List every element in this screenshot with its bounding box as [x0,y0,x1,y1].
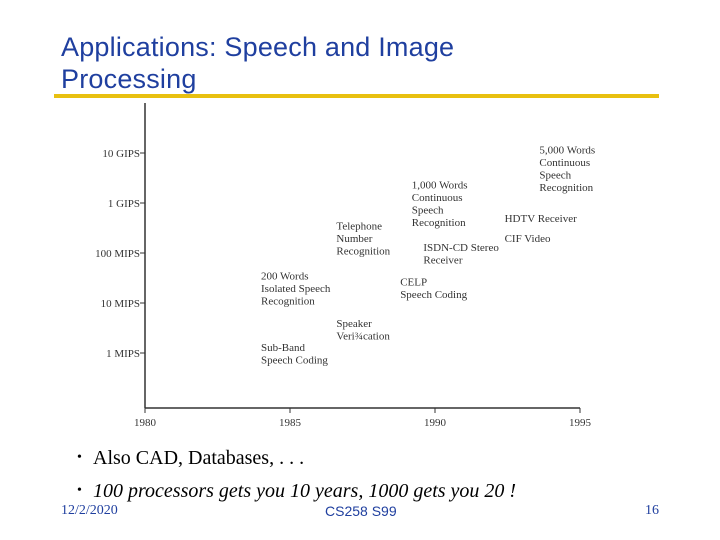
annotation-label: Sub-Band Speech Coding [261,342,328,367]
y-tick-label: 1 MIPS [106,348,140,360]
bullet-text-1: Also CAD, Databases, . . . [93,447,305,469]
annotation-line: CELP [400,277,427,289]
annotation-line: Receiver [423,254,462,266]
footer-page-number: 16 [645,503,659,518]
bullet-item-2: • 100 processors gets you 10 years, 1000 … [77,480,516,503]
annotation-line: Speech Coding [261,354,328,366]
y-tick-label: 100 MIPS [95,248,140,260]
annotation-label: 1,000 Words Continuous Speech Recognition [412,179,468,229]
bullet-item-1: • Also CAD, Databases, . . . [77,447,304,470]
annotation-line: ISDN-CD Stereo [423,242,499,254]
x-tick-label: 1990 [424,417,447,429]
x-tick-label: 1995 [569,417,592,429]
x-tick-label: 1980 [134,417,157,429]
y-tick-label: 10 GIPS [102,148,140,160]
annotation-line: 200 Words [261,270,309,282]
y-tick-label: 10 MIPS [101,298,140,310]
annotation-label: 200 Words Isolated Speech Recognition [261,270,331,307]
annotation-line: Veri¾cation [336,330,390,342]
annotation-label: Speaker Veri¾cation [336,318,390,343]
annotation-line: Speaker [336,318,372,330]
footer-course: CS258 S99 [325,503,397,519]
annotation-line: Sub-Band [261,342,306,354]
annotation-line: Recognition [261,295,315,307]
annotation-label: Telephone Number Recognition [336,220,390,257]
annotation-line: HDTV Receiver [505,213,578,225]
bullet-dot: • [77,483,82,498]
x-tick-label: 1985 [279,417,302,429]
bullet-text-2: 100 processors gets you 10 years, 1000 g… [93,480,517,502]
annotation-line: Recognition [412,217,466,229]
title-underline [54,94,659,98]
slide-title: Applications: Speech and Image Processin… [61,31,661,95]
annotation-line: Number [336,233,372,245]
annotation-line: CIF Video [505,233,551,245]
annotation-line: 1,000 Words [412,179,468,191]
annotation-line: Recognition [336,245,390,257]
annotation-line: Continuous [539,157,590,169]
annotation-line: Speech [539,169,571,181]
annotation-label: ISDN-CD Stereo Receiver [423,242,499,267]
slide-title-line-2: Processing [61,64,197,94]
annotation-label: 5,000 Words Continuous Speech Recognition [539,144,595,194]
annotation-line: Isolated Speech [261,283,331,295]
y-tick-label: 1 GIPS [108,198,140,210]
bullet-dot: • [77,450,82,465]
footer-date: 12/2/2020 [61,503,118,518]
annotation-line: Telephone [336,220,382,232]
annotation-label: CELP Speech Coding [400,277,467,302]
slide-title-line-1: Applications: Speech and Image [61,32,455,62]
annotation-line: 5,000 Words [539,144,595,156]
annotation-line: Recognition [539,182,593,194]
annotation-line: Speech Coding [400,289,467,301]
annotation-line: Speech [412,204,444,216]
annotation-line: Continuous [412,192,463,204]
annotation-label: CIF Video [505,233,551,245]
annotation-label: HDTV Receiver [505,213,578,225]
